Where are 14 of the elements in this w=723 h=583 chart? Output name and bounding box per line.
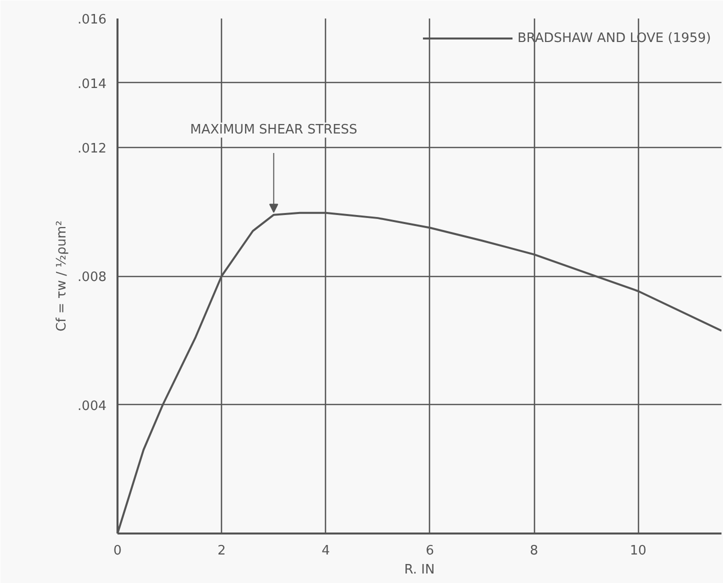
x-tick-label: 0 (113, 544, 122, 558)
y-tick-label: .008 (78, 270, 107, 285)
x-tick-label: 10 (630, 544, 646, 558)
y-tick-label: .014 (78, 76, 107, 92)
y-tick-label: .012 (78, 141, 107, 156)
y-tick-label: .016 (78, 12, 107, 28)
y-tick-label: .004 (78, 398, 107, 414)
x-axis-title: R. IN (404, 562, 435, 578)
annotation: MAXIMUM SHEAR STRESS (190, 122, 358, 138)
x-tick-label: 4 (322, 544, 330, 558)
y-axis-title: Cf = τw / ½ρum² (54, 220, 70, 332)
x-tick-label: 8 (530, 544, 538, 558)
x-tick-label: 2 (218, 544, 226, 558)
x-tick-label: 6 (426, 544, 434, 558)
